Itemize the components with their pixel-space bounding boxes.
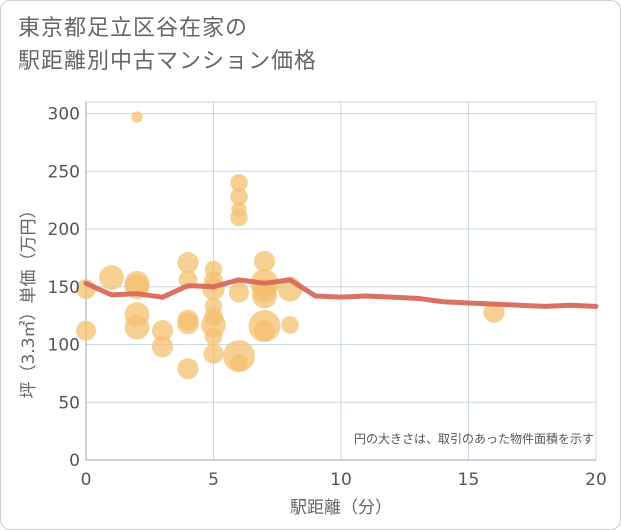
size-annotation: 円の大きさは、取引のあった物件面積を示す (354, 431, 594, 446)
chart-title-line-1: 東京都足立区谷在家の (18, 16, 249, 41)
bubble-point (229, 282, 249, 303)
x-tick-label: 5 (208, 470, 219, 490)
y-tick-label: 50 (58, 393, 80, 413)
x-tick-label: 15 (458, 470, 480, 490)
bubble-point (99, 265, 124, 290)
average-price-line (83, 277, 599, 309)
bubble-point (253, 250, 276, 272)
bubble-point (253, 320, 276, 342)
bubble-point (230, 187, 248, 206)
y-tick-label: 100 (48, 336, 80, 356)
bubble-point (204, 327, 223, 346)
bubble-point (230, 354, 248, 372)
bubble-point (124, 314, 150, 340)
y-tick-label: 250 (48, 162, 80, 182)
grid-lines (85, 102, 597, 461)
y-tick-label: 150 (48, 278, 80, 298)
bubble-point (151, 320, 174, 342)
chart-title-line-2: 駅距離別中古マンション価格 (18, 49, 318, 74)
bubble-point (177, 313, 199, 335)
y-tick-label: 0 (69, 451, 80, 471)
x-tick-label: 20 (585, 470, 607, 490)
y-tick-label: 300 (48, 105, 80, 125)
bubble-point (281, 316, 299, 334)
x-tick-label: 0 (81, 470, 92, 490)
x-axis-label: 駅距離（分） (290, 498, 392, 518)
bubble-point (203, 343, 224, 364)
y-axis-label: 坪（3.3㎡）単価（万円） (19, 201, 39, 398)
y-tick-label: 200 (48, 220, 80, 240)
average-line-series (83, 277, 599, 309)
bubble-point (131, 111, 143, 123)
bubble-point (230, 208, 248, 227)
bubble-point (177, 358, 199, 380)
bubble-point (230, 174, 248, 192)
bubble-series (76, 111, 505, 380)
bubble-point (252, 283, 277, 309)
x-tick-label: 10 (330, 470, 352, 490)
bubble-point (151, 336, 174, 358)
chart-title: 東京都足立区谷在家の 駅距離別中古マンション価格 (18, 12, 317, 78)
bubble-point (76, 320, 96, 341)
tick-labels: 0 50 100 150 200 250 300 0 5 10 15 20 (48, 105, 607, 490)
bubble-point (177, 251, 199, 274)
bubble-point (483, 301, 505, 323)
